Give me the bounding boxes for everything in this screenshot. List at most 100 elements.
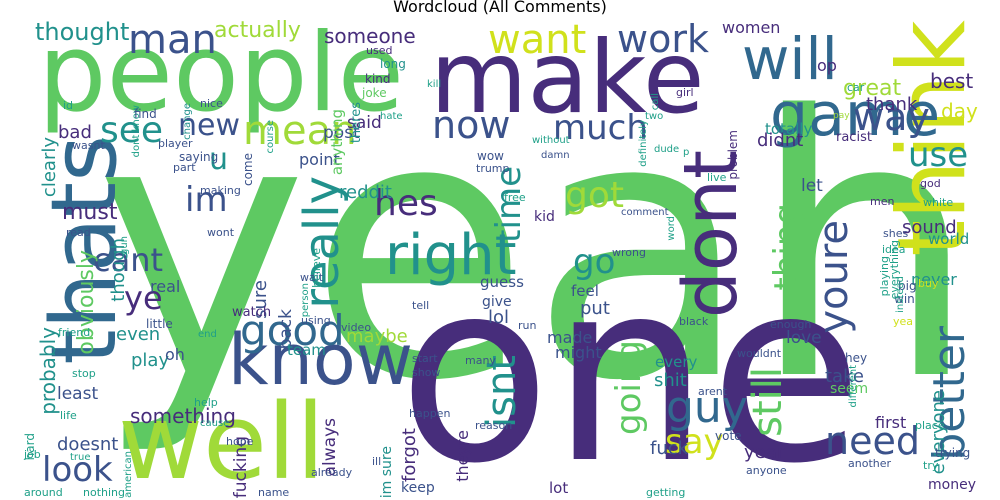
word-yeah: yeah — [95, 40, 979, 459]
word-damn: damn — [541, 150, 570, 161]
word-least: least — [57, 384, 99, 404]
word-another: another — [848, 457, 892, 470]
word-stop: stop — [72, 367, 96, 380]
word-trump: trump — [476, 162, 510, 175]
word-start: start — [412, 352, 438, 365]
word-one: one — [398, 227, 864, 498]
word-team: team — [287, 341, 326, 359]
word-wont: wont — [207, 226, 235, 239]
word-first: first — [875, 413, 907, 432]
figure-title: Wordcloud (All Comments) — [393, 0, 607, 16]
word-place: place — [915, 419, 945, 432]
word-im-sure: im sure — [379, 445, 395, 498]
word-believe: believe — [310, 248, 323, 288]
word-ye: ye — [124, 279, 163, 317]
word-go: go — [573, 242, 616, 282]
word-part: part — [173, 161, 196, 174]
word-kill: kill — [427, 79, 442, 90]
word-happen: happen — [409, 407, 451, 420]
word-work: work — [617, 20, 709, 61]
word-joke: joke — [362, 86, 387, 100]
word-read: read — [66, 226, 91, 239]
word-actually: actually — [214, 20, 301, 43]
word-going: going — [609, 340, 649, 435]
word-probably: probably — [36, 327, 60, 415]
word-day: day — [941, 99, 978, 123]
word-forgot: forgot — [399, 428, 420, 482]
word-gun: gun — [119, 236, 130, 256]
word-girl: girl — [676, 86, 694, 99]
word-didnt: didnt — [757, 130, 804, 151]
word-wasnt: wasnt — [72, 139, 105, 152]
word-guy: guy — [666, 382, 748, 433]
word-enough: enough — [770, 318, 812, 331]
word-much: much — [553, 108, 648, 148]
word-thing: thing — [767, 203, 807, 291]
word-ill: ill — [372, 455, 382, 468]
word-vote: vote — [715, 429, 742, 443]
word-man: man — [128, 20, 217, 63]
word-thought: thought — [35, 20, 130, 46]
word-hard: hard — [23, 433, 37, 461]
word-without: without — [532, 135, 570, 146]
wordcloud-image: yeah one people make think well know thats will g… — [21, 20, 980, 498]
word-thank: thank — [866, 94, 918, 115]
word-change: change — [182, 103, 193, 140]
word-arent: arent — [698, 385, 728, 398]
word-making: making — [200, 184, 241, 197]
word-friend: friend — [58, 326, 91, 339]
word-guess: guess — [480, 273, 524, 291]
word-youre: youre — [811, 220, 857, 334]
word-every: every — [655, 353, 698, 371]
word-seem: seem — [830, 381, 869, 397]
word-tell: tell — [412, 299, 430, 312]
word-call: call — [650, 93, 661, 111]
word-kid: kid — [534, 209, 555, 225]
word-nothing: nothing — [83, 486, 125, 498]
word-using: using — [301, 314, 331, 327]
word-got: got — [565, 175, 624, 216]
word-american: american — [123, 451, 134, 498]
word-yea: yea — [893, 315, 914, 328]
word-know: know — [228, 319, 413, 401]
word-women: women — [722, 20, 781, 37]
word-still: still — [745, 367, 791, 437]
word-world: world — [928, 230, 970, 248]
word-good: good — [240, 306, 345, 355]
word-wrong: wrong — [612, 246, 646, 259]
word-true: true — [70, 452, 91, 463]
word-play: play — [131, 350, 170, 371]
word-player: player — [158, 137, 193, 150]
word-put: put — [580, 298, 610, 319]
word-way: way — [853, 95, 930, 139]
word-sound: sound — [902, 217, 957, 238]
word-reddit: reddit — [339, 182, 392, 203]
word-might: might — [555, 343, 602, 362]
word-run: run — [518, 319, 537, 332]
word-live: live — [707, 171, 727, 184]
word-racist: racist — [836, 130, 872, 145]
word-something: something — [130, 404, 236, 428]
word-bad: bad — [58, 122, 92, 143]
word-hate: hate — [380, 111, 403, 122]
word-lot: lot — [549, 479, 569, 497]
word-little: little — [146, 317, 173, 331]
word-real: real — [150, 277, 181, 296]
word-fuck: fuck — [650, 438, 689, 459]
word-best: best — [930, 69, 974, 93]
word-problem: problem — [726, 130, 740, 180]
word-give: give — [482, 294, 512, 310]
word-come: come — [241, 153, 255, 187]
word-use: use — [908, 135, 969, 175]
word-black: black — [679, 315, 709, 328]
word-hope: hope — [226, 435, 254, 448]
word-job: job — [24, 448, 41, 461]
word-wow: wow — [477, 149, 504, 163]
word-look: look — [42, 450, 113, 490]
word-playing: playing — [878, 256, 891, 297]
word-will: will — [742, 25, 838, 93]
word-reason: reason — [475, 419, 513, 432]
word-pay: pay — [833, 111, 850, 121]
word-white: white — [923, 196, 954, 209]
word-instead: instead — [895, 276, 906, 313]
